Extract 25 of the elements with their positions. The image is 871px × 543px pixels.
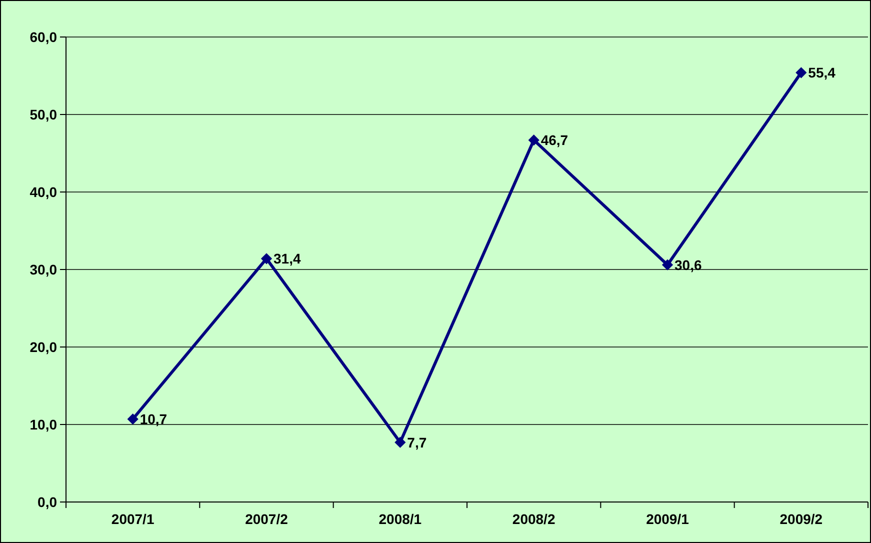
point (662, 260, 673, 270)
y-tick-label: 0,0 (38, 494, 58, 510)
point (261, 253, 272, 264)
point (528, 134, 540, 146)
point (796, 67, 807, 78)
y-tick-label: 20,0 (30, 339, 58, 355)
x-tick-label: 2008/1 (378, 511, 422, 527)
y-tick-label: 50,0 (30, 106, 58, 122)
data-label: 55,4 (808, 64, 836, 81)
y-tick-label: 40,0 (30, 184, 58, 200)
point (127, 414, 138, 424)
data-label: 30,6 (674, 256, 702, 273)
y-tick-label: 30,0 (30, 262, 58, 278)
x-tick-label: 2008/2 (512, 511, 556, 527)
x-tick-label: 2007/2 (245, 511, 288, 527)
point (394, 436, 406, 448)
x-tick-label: 2009/2 (780, 511, 823, 527)
x-tick-label: 2007/1 (111, 511, 154, 527)
data-label: 46,7 (540, 132, 568, 148)
y-tick-label: 60,0 (30, 29, 58, 45)
data-label: 10,7 (140, 411, 168, 428)
data-label: 7,7 (407, 434, 427, 450)
y-tick-label: 10,0 (30, 416, 58, 432)
x-tick-label: 2009/1 (646, 511, 690, 527)
data-label: 31,4 (274, 250, 301, 267)
